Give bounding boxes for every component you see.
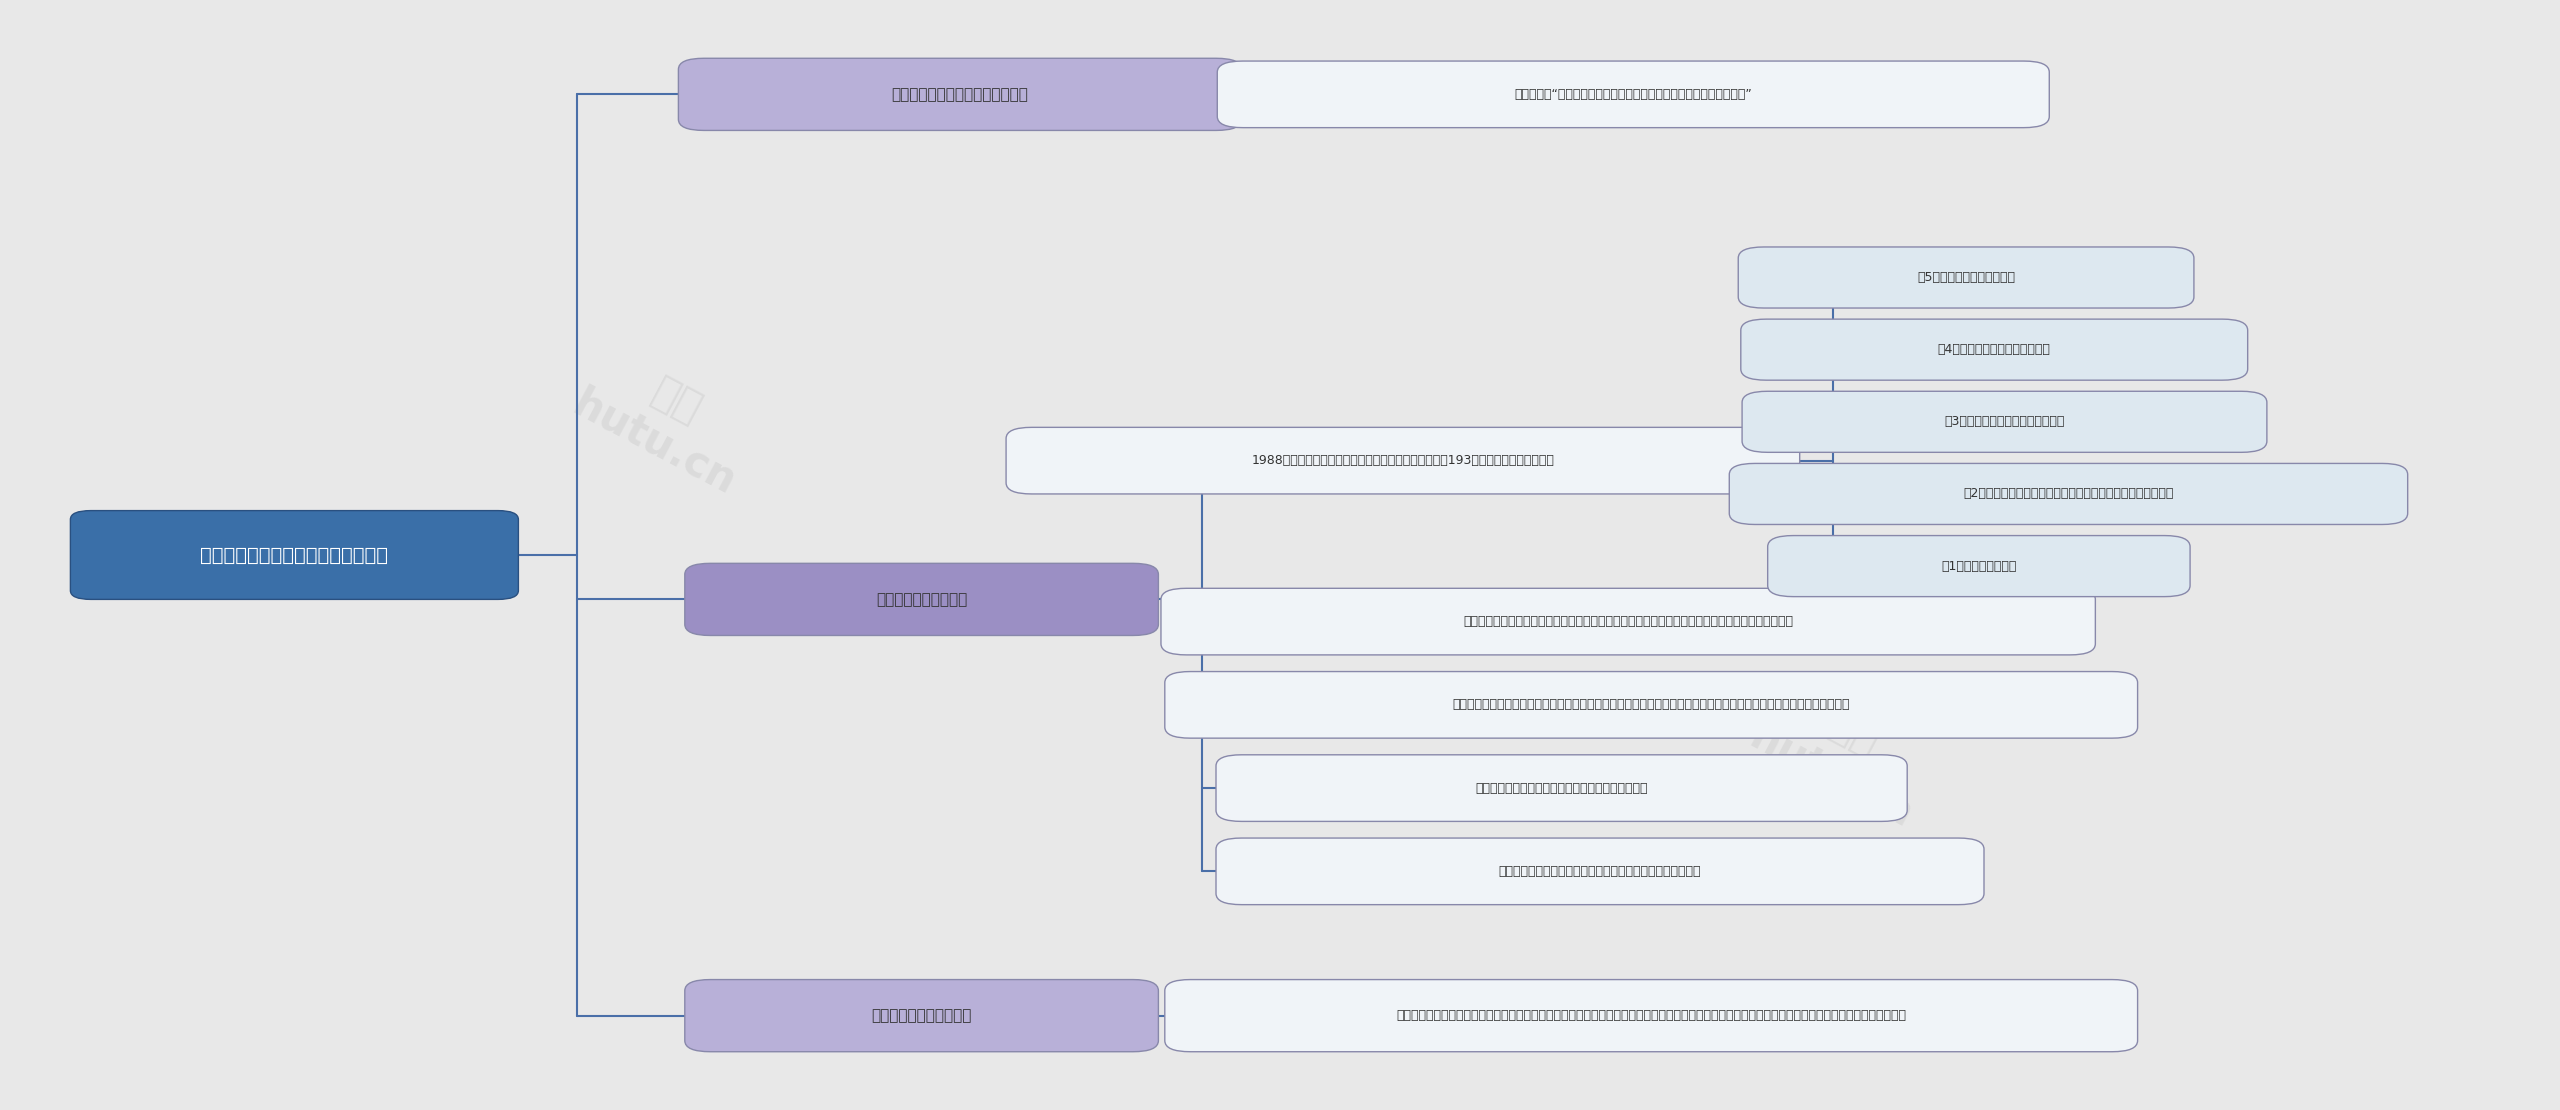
- Text: 1988年我国最高人民法院《民法通则意见（试行）》第193条对这一问题作了规定，: 1988年我国最高人民法院《民法通则意见（试行）》第193条对这一问题作了规定，: [1252, 454, 1554, 467]
- FancyBboxPatch shape: [1162, 588, 2097, 655]
- Text: （一）把外国法看作是事实，由当事人负责查明并向法院举证: （一）把外国法看作是事实，由当事人负责查明并向法院举证: [1498, 865, 1702, 878]
- Text: 《国际私法》知识点：外国法的查明: 《国际私法》知识点：外国法的查明: [200, 545, 389, 565]
- FancyBboxPatch shape: [1741, 319, 2248, 380]
- FancyBboxPatch shape: [1165, 979, 2138, 1052]
- Text: （4）由该国驻我国使领馆提供；: （4）由该国驻我国使领馆提供；: [1938, 343, 2051, 356]
- Text: 三、外国法不能查明时的解决方法: 三、外国法不能查明时的解决方法: [891, 87, 1029, 102]
- FancyBboxPatch shape: [1006, 427, 1800, 494]
- Text: （二）把外国法看作是法律，由法官负责查明外国法: （二）把外国法看作是法律，由法官负责查明外国法: [1475, 781, 1649, 795]
- Text: 树图
hutu.cn: 树图 hutu.cn: [1743, 673, 1943, 837]
- FancyBboxPatch shape: [72, 511, 520, 599]
- FancyBboxPatch shape: [1219, 61, 2048, 128]
- Text: 二、查明外国法的方法: 二、查明外国法的方法: [876, 592, 968, 607]
- FancyBboxPatch shape: [1165, 672, 2138, 738]
- Text: 是指一国法院在审理涉外民事案件时，根据冲突规范的指引应适用外国法作为准据法，在这种情况下如何查明外国法的存在与否及怎样确定外国法的内容。: 是指一国法院在审理涉外民事案件时，根据冲突规范的指引应适用外国法作为准据法，在这…: [1395, 1009, 1907, 1022]
- FancyBboxPatch shape: [1769, 536, 2191, 597]
- Text: （5）由中外法律专家提供。: （5）由中外法律专家提供。: [1917, 271, 2015, 284]
- Text: （四）原则上把外国法视为法律，由当事人负责查明，当事人不能提供时，由法官采取措施负责查明: （四）原则上把外国法视为法律，由当事人负责查明，当事人不能提供时，由法官采取措施…: [1464, 615, 1792, 628]
- FancyBboxPatch shape: [1738, 246, 2194, 307]
- Text: 一、外国法的查明的概念: 一、外国法的查明的概念: [870, 1008, 973, 1023]
- FancyBboxPatch shape: [1216, 755, 1907, 821]
- Text: （2）由与我国订立司法协助协定的缔约对方的中央机关提供；: （2）由与我国订立司法协助协定的缔约对方的中央机关提供；: [1964, 487, 2173, 501]
- FancyBboxPatch shape: [1741, 391, 2268, 453]
- Text: （1）由当事人提供；: （1）由当事人提供；: [1940, 559, 2017, 573]
- FancyBboxPatch shape: [686, 564, 1157, 635]
- Text: 树图
hutu.cn: 树图 hutu.cn: [566, 340, 765, 504]
- Text: 之后规定，“通过以上途径仍不能查明的，适用中华人民共和国法律。”: 之后规定，“通过以上途径仍不能查明的，适用中华人民共和国法律。”: [1516, 88, 1751, 101]
- FancyBboxPatch shape: [1731, 463, 2409, 524]
- FancyBboxPatch shape: [686, 979, 1157, 1052]
- Text: （三）原则上把外国法视为法律，由法官负责查明，法官不能查明时，当事人、法律专家及知道外国法内容的人可以提供: （三）原则上把外国法视为法律，由法官负责查明，法官不能查明时，当事人、法律专家及…: [1452, 698, 1851, 712]
- FancyBboxPatch shape: [1216, 838, 1984, 905]
- Text: （3）由我国驻该国使、领馆提供；: （3）由我国驻该国使、领馆提供；: [1943, 415, 2066, 428]
- FancyBboxPatch shape: [678, 59, 1242, 130]
